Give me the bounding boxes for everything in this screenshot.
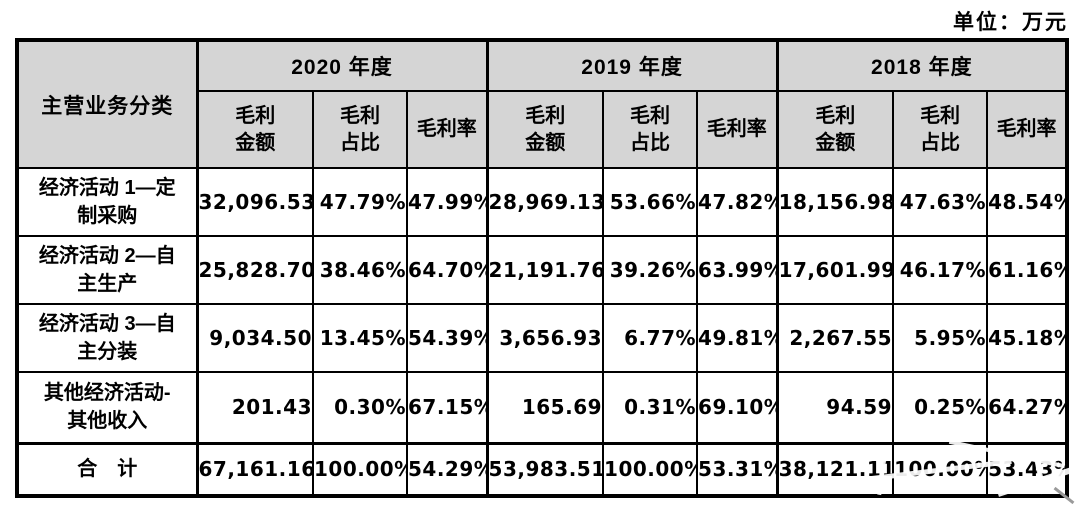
cell-value: 67.15%: [405, 371, 489, 444]
cell-value: 9,034.50: [195, 303, 314, 373]
cell-value: 0.25%: [892, 371, 989, 444]
year-header-2018: 2018 年度: [775, 39, 1069, 92]
cell-value: 18,156.98: [775, 167, 895, 237]
cell-value: 64.27%: [986, 371, 1069, 444]
cell-value: 32,096.53: [195, 167, 314, 237]
cell-value: 0.30%: [312, 371, 408, 444]
cell-value: 46.17%: [892, 235, 989, 305]
cell-value: 47.79%: [312, 167, 408, 237]
cell-value: 54.39%: [405, 303, 489, 373]
row-label: 经济活动 1—定 制采购: [16, 167, 198, 237]
cell-value: 28,969.13: [485, 167, 605, 237]
total-row-label: 合 计: [16, 441, 198, 497]
cell-value: 100.00%: [892, 441, 989, 497]
cell-value: 13.45%: [312, 303, 408, 373]
row-label: 经济活动 3—自 主分装: [16, 303, 198, 373]
cell-value: 21,191.76: [485, 235, 605, 305]
cell-value: 39.26%: [602, 235, 699, 305]
cell-value: 25,828.70: [195, 235, 314, 305]
sub-header-rate-2019: 毛利率: [696, 90, 779, 169]
cell-value: 69.10%: [696, 371, 779, 444]
table-row: 其他经济活动- 其他收入 201.43 0.30% 67.15% 165.69 …: [16, 371, 1069, 444]
cell-value: 38.46%: [312, 235, 408, 305]
cell-value: 47.63%: [892, 167, 989, 237]
sub-header-share-2018: 毛利 占比: [892, 90, 989, 169]
cell-value: 49.81%: [696, 303, 779, 373]
cell-value: 53.43%: [986, 441, 1069, 497]
cell-value: 47.82%: [696, 167, 779, 237]
year-header-row: 主营业务分类 2020 年度 2019 年度 2018 年度: [16, 39, 1069, 169]
cell-value: 54.29%: [405, 441, 489, 497]
total-row: 合 计 67,161.16 100.00% 54.29% 53,983.51 1…: [16, 441, 1069, 497]
gross-profit-table: 主营业务分类 2020 年度 2019 年度 2018 年度 毛利 金额 毛利 …: [15, 38, 1070, 498]
table-row: 经济活动 2—自 主生产 25,828.70 38.46% 64.70% 21,…: [16, 235, 1069, 305]
row-label: 其他经济活动- 其他收入: [16, 371, 198, 444]
sub-header-amount-2019: 毛利 金额: [485, 90, 605, 169]
cell-value: 67,161.16: [195, 441, 314, 497]
cell-value: 165.69: [485, 371, 605, 444]
cell-value: 48.54%: [986, 167, 1069, 237]
sub-header-share-2019: 毛利 占比: [602, 90, 699, 169]
cell-value: 63.99%: [696, 235, 779, 305]
sub-header-share-2020: 毛利 占比: [312, 90, 408, 169]
cell-value: 47.99%: [405, 167, 489, 237]
unit-label: 单位：万元: [953, 11, 1068, 34]
cell-value: 53.66%: [602, 167, 699, 237]
cell-value: 94.59: [775, 371, 895, 444]
year-header-2019: 2019 年度: [485, 39, 779, 92]
sub-header-rate-2018: 毛利率: [986, 90, 1069, 169]
cell-value: 53.31%: [696, 441, 779, 497]
sub-header-amount-2018: 毛利 金额: [775, 90, 895, 169]
cell-value: 2,267.55: [775, 303, 895, 373]
cell-value: 100.00%: [602, 441, 699, 497]
row-label: 经济活动 2—自 主生产: [16, 235, 198, 305]
cell-value: 0.31%: [602, 371, 699, 444]
cell-value: 38,121.11: [775, 441, 895, 497]
table-row: 经济活动 1—定 制采购 32,096.53 47.79% 47.99% 28,…: [16, 167, 1069, 237]
corner-header: 主营业务分类: [16, 39, 198, 169]
year-header-2020: 2020 年度: [195, 39, 489, 92]
sub-header-rate-2020: 毛利率: [405, 90, 489, 169]
cell-value: 17,601.99: [775, 235, 895, 305]
cell-value: 61.16%: [986, 235, 1069, 305]
table-row: 经济活动 3—自 主分装 9,034.50 13.45% 54.39% 3,65…: [16, 303, 1069, 373]
cell-value: 5.95%: [892, 303, 989, 373]
cell-value: 6.77%: [602, 303, 699, 373]
cell-value: 64.70%: [405, 235, 489, 305]
cell-value: 100.00%: [312, 441, 408, 497]
cell-value: 45.18%: [986, 303, 1069, 373]
sub-header-amount-2020: 毛利 金额: [195, 90, 314, 169]
cell-value: 3,656.93: [485, 303, 605, 373]
cell-value: 53,983.51: [485, 441, 605, 497]
cell-value: 201.43: [195, 371, 314, 444]
sub-header-row: 毛利 金额 毛利 占比 毛利率 毛利 金额 毛利 占比 毛利率 毛利 金额 毛利…: [17, 90, 1069, 169]
